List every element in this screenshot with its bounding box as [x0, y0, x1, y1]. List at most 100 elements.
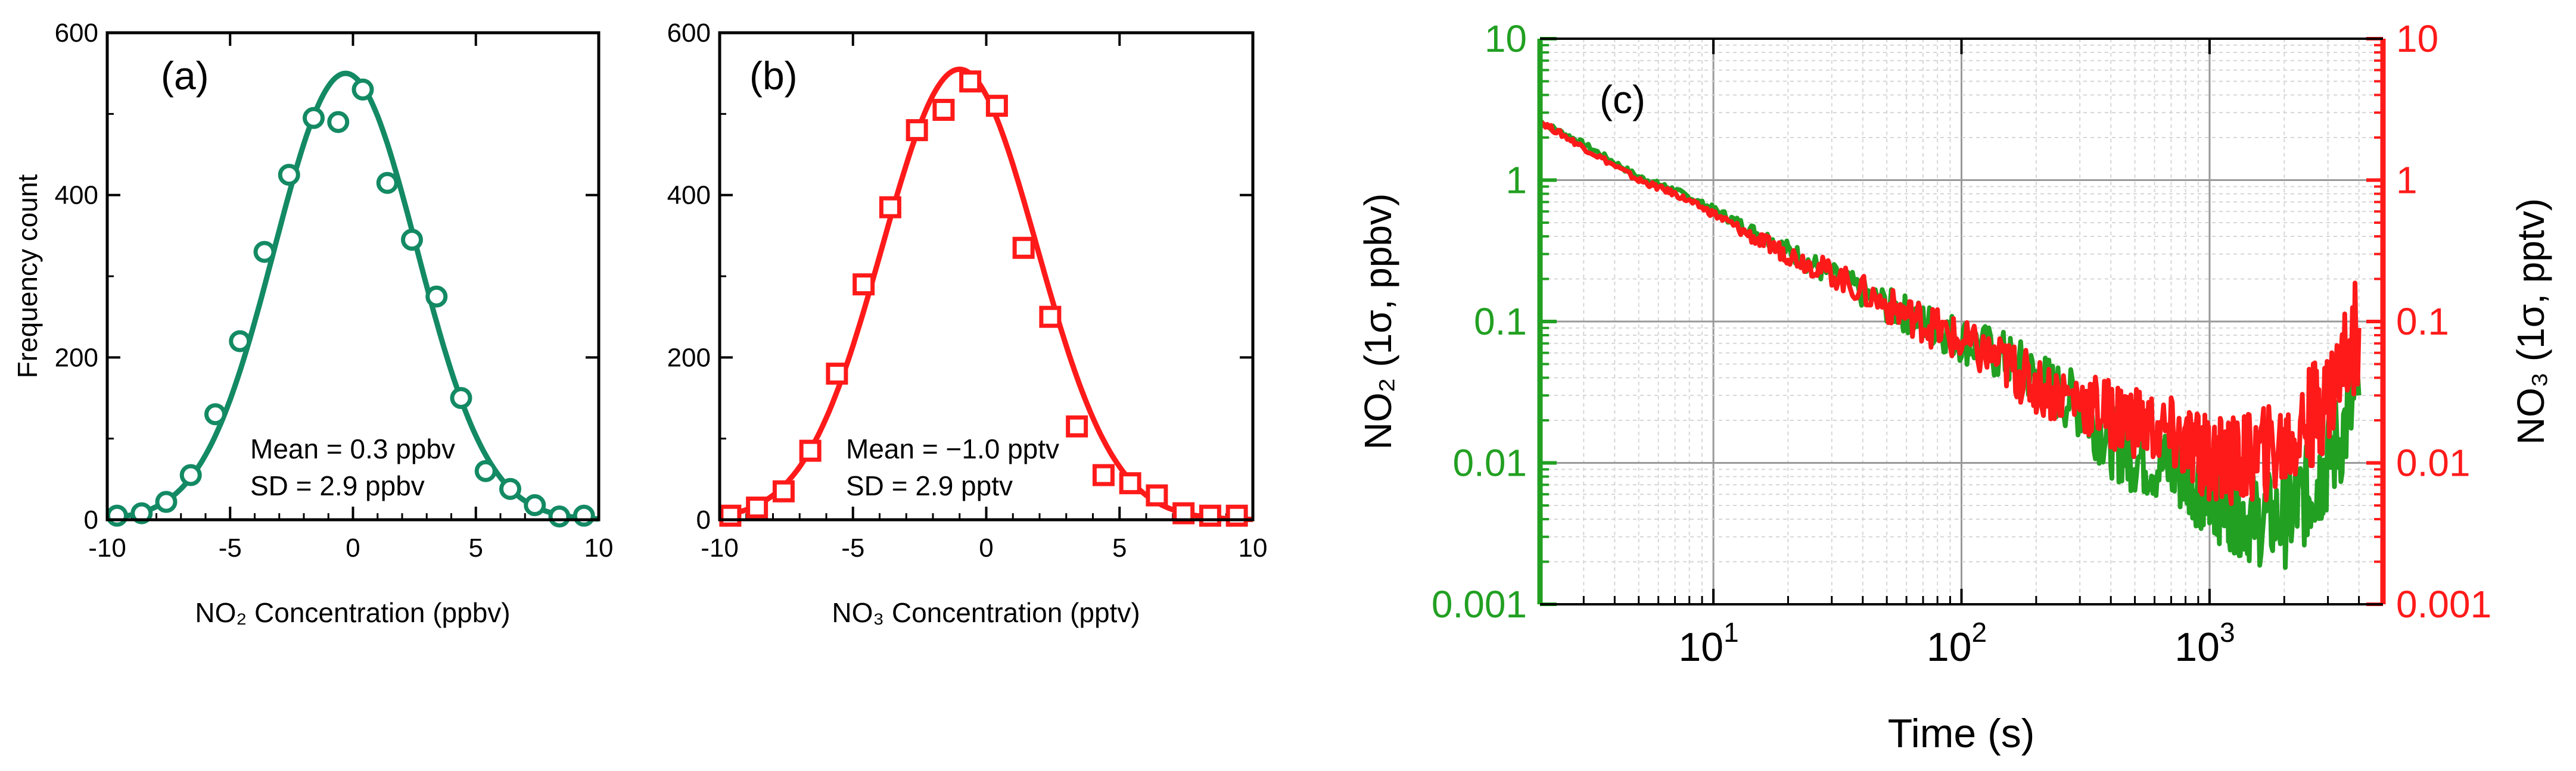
- panel-c-series-no3: [1538, 120, 2362, 506]
- panel-c-xtick-exp: 1: [1723, 617, 1739, 648]
- panel-b-ytick-label: 200: [667, 343, 711, 372]
- panel-b-data-point: [853, 273, 875, 296]
- panel-b-data-point: [799, 439, 822, 462]
- panel-b-points: [719, 70, 1248, 527]
- panel-a-data-point: [474, 460, 497, 482]
- panel-a-data-point: [524, 494, 546, 516]
- panel-a-frame: [105, 31, 601, 522]
- panel-a-ticks: -10 -5 0 5 10 0 200 400 600: [55, 18, 614, 563]
- panel-b-data-point: [985, 95, 1008, 117]
- panel-a-xtick-label: 0: [346, 533, 360, 563]
- panel-c-right-ytick-label: 10: [2396, 17, 2438, 60]
- panel-a-data-point: [327, 111, 350, 133]
- panel-a-data-point: [376, 171, 399, 194]
- panel-c-right-ytick-label: 0.001: [2396, 583, 2491, 626]
- panel-a-xtick-label: -5: [219, 533, 242, 563]
- panel-a-data-point: [425, 285, 448, 308]
- panel-b-xtick-label: -5: [841, 533, 864, 563]
- panel-b-data-point: [772, 480, 795, 502]
- panel-b-data-point: [1225, 504, 1248, 527]
- panel-c-letter: (c): [1600, 77, 1645, 121]
- panel-c-left-ytick-label: 1: [1505, 159, 1527, 202]
- panel-c-left-ytick-label: 0.001: [1432, 583, 1527, 626]
- panel-b-xtick-label: 5: [1112, 533, 1127, 563]
- panel-a-data-point: [401, 229, 423, 251]
- panel-a-ylabel: Frequency count: [12, 174, 43, 378]
- panel-b-data-point: [1012, 236, 1035, 259]
- panel-c-right-ytick-label: 0.1: [2396, 300, 2449, 343]
- panel-b-letter: (b): [749, 54, 798, 98]
- panel-a-data-point: [179, 464, 202, 486]
- panel-c-right-ytick-label: 0.01: [2396, 442, 2471, 485]
- panel-c-left-ytick-label: 10: [1485, 17, 1527, 60]
- panel-a-xtick-label: 10: [584, 533, 614, 563]
- panel-a-data-point: [450, 387, 472, 409]
- panel-b-data-point: [826, 363, 848, 385]
- panel-a-letter: (a): [161, 54, 209, 98]
- panel-c-left-ylabel: NO₂ (1σ, ppbv): [1357, 193, 1399, 450]
- panel-a-data-point: [499, 477, 521, 500]
- panel-a-data-point: [130, 502, 153, 525]
- panel-c-right-ytick-label: 1: [2396, 159, 2418, 202]
- panel-c-xtick-label: 102: [1927, 617, 1987, 670]
- panel-b-data-point: [1066, 415, 1088, 438]
- panel-b-sd: SD = 2.9 pptv: [846, 470, 1013, 501]
- panel-a-data-point: [253, 241, 276, 263]
- panel-b-data-point: [959, 70, 982, 93]
- panel-b-xlabel: NO₃ Concentration (pptv): [832, 597, 1140, 628]
- panel-a-xtick-label: -10: [88, 533, 126, 563]
- panel-a-data-point: [155, 491, 178, 513]
- panel-b-data-point: [1146, 484, 1168, 507]
- panel-b-data-point: [746, 497, 769, 519]
- panel-c-xtick-base: 10: [2174, 625, 2220, 670]
- panel-a-mean: Mean = 0.3 ppbv: [250, 433, 455, 464]
- panel-a-xlabel: NO₂ Concentration (ppbv): [195, 597, 510, 628]
- panel-b-data-point: [1119, 472, 1141, 495]
- panel-c-left-ytick-label: 0.1: [1474, 300, 1527, 343]
- panel-a-data-point: [229, 330, 251, 352]
- panel-b-data-point: [932, 99, 955, 121]
- panel-b-ticks: -10 -5 0 5 10 0 200 400 600: [667, 18, 1268, 563]
- panel-a-data-point: [548, 505, 571, 528]
- panel-a-ytick-label: 400: [55, 181, 98, 210]
- panel-b: -10 -5 0 5 10 0 200 400 600 (b) Mean = −1.0 pptv…: [667, 18, 1268, 628]
- panel-b-ytick-label: 600: [667, 18, 711, 48]
- panel-c-series: [1538, 119, 2362, 570]
- panel-b-frame: [718, 31, 1255, 522]
- panel-b-mean: Mean = −1.0 pptv: [846, 433, 1059, 464]
- panel-c-xtick-base: 10: [1927, 625, 1972, 670]
- panel-c-xtick-exp: 2: [1972, 617, 1987, 648]
- panel-b-xtick-label: 0: [979, 533, 993, 563]
- panel-b-xtick-label: -10: [701, 533, 739, 563]
- panel-a-sd: SD = 2.9 ppbv: [250, 470, 425, 501]
- panel-b-ytick-label: 0: [696, 505, 711, 535]
- panel-c-xtick-exp: 3: [2220, 617, 2235, 648]
- panel-a-ytick-label: 200: [55, 343, 98, 372]
- panel-c-xlabel: Time (s): [1888, 711, 2035, 756]
- panel-b-data-point: [906, 119, 928, 142]
- panel-a-ytick-label: 0: [84, 505, 98, 535]
- panel-c-xtick-label: 101: [1678, 617, 1738, 670]
- panel-b-data-point: [879, 196, 901, 218]
- panel-b-data-point: [1039, 305, 1062, 328]
- panel-a-data-point: [204, 403, 226, 426]
- panel-c-left-ytick-label: 0.01: [1452, 442, 1527, 485]
- panel-c-right-ylabel: NO₃ (1σ, pptv): [2509, 198, 2552, 445]
- panel-c-xtick-label: 103: [2174, 617, 2235, 670]
- panel-b-xtick-label: 10: [1239, 533, 1268, 563]
- panel-b-data-point: [719, 504, 742, 527]
- panel-a-data-point: [303, 107, 325, 129]
- panel-a-data-point: [278, 164, 300, 186]
- panel-a-ytick-label: 600: [55, 18, 98, 48]
- panel-b-data-point: [1092, 464, 1115, 486]
- panel-a-data-point: [351, 78, 374, 101]
- panel-b-ytick-label: 400: [667, 181, 711, 210]
- panel-c-xtick-base: 10: [1678, 625, 1723, 670]
- panel-b-data-point: [1199, 504, 1221, 527]
- panel-a-data-point: [573, 504, 595, 527]
- panel-a-xtick-label: 5: [469, 533, 483, 563]
